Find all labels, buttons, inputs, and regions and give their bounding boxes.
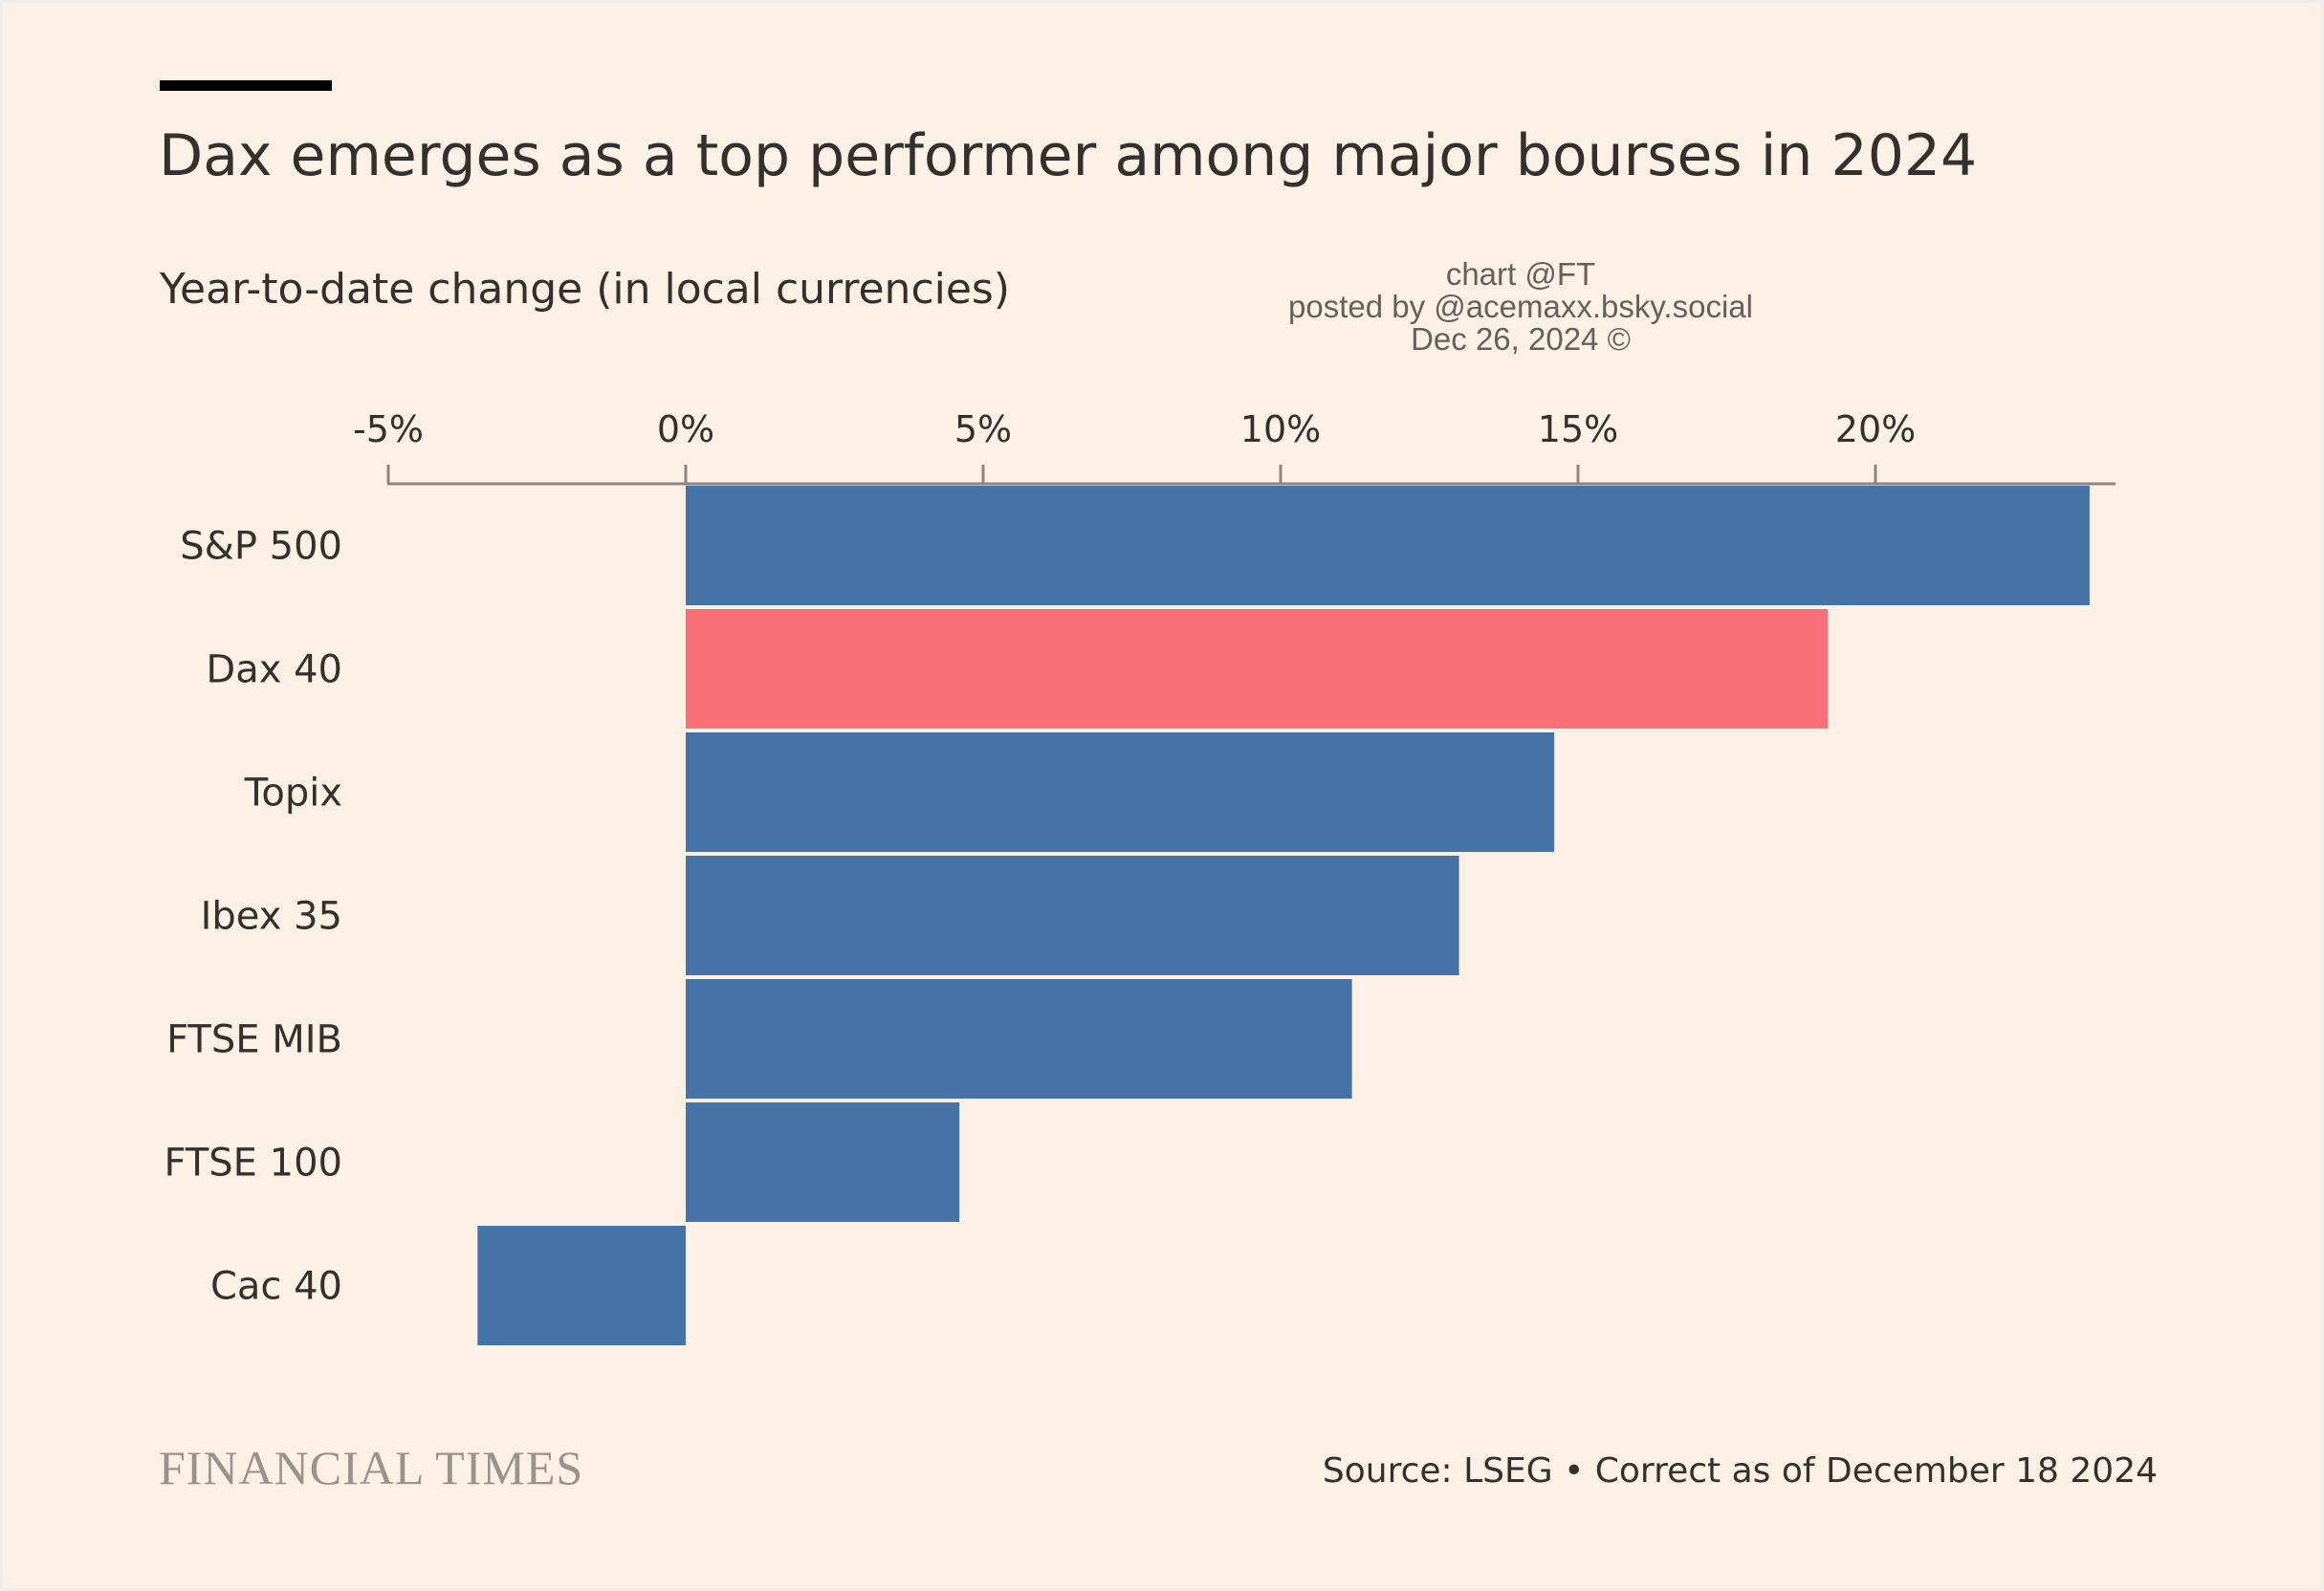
category-label: S&P 500 — [180, 525, 342, 569]
category-label: Dax 40 — [206, 648, 342, 692]
bar-dax-40 — [686, 609, 1829, 729]
credit-line-2: posted by @acemaxx.bsky.social — [1288, 289, 1753, 324]
chart-subtitle: Year-to-date change (in local currencies… — [160, 265, 1011, 314]
chart-title: Dax emerges as a top performer among maj… — [159, 122, 1978, 189]
category-label: Ibex 35 — [201, 895, 342, 939]
x-tick-label: 5% — [954, 408, 1012, 450]
credit-watermark: chart @FT posted by @acemaxx.bsky.social… — [1195, 258, 1846, 356]
category-labels: S&P 500 Dax 40 Topix Ibex 35 FTSE MIB FTSE 10… — [164, 525, 342, 1309]
bar-ftse-mib — [686, 979, 1352, 1099]
bar-s-p-500 — [686, 486, 2090, 605]
source-note: Source: LSEG • Correct as of December 18… — [1322, 1451, 2158, 1491]
x-tick-label: 0% — [657, 408, 714, 450]
x-axis: -5% 0% 5% 10% 15% 20% — [353, 408, 2116, 486]
bar-topix — [686, 732, 1555, 852]
credit-line-1: chart @FT — [1445, 256, 1596, 292]
x-tick-label: -5% — [353, 408, 424, 450]
category-label: Topix — [244, 772, 342, 816]
ft-logo: FINANCIAL TIMES — [159, 1441, 584, 1494]
top-rule — [160, 80, 332, 91]
x-tick-label: 20% — [1835, 408, 1916, 450]
x-tick-label: 10% — [1240, 408, 1321, 450]
credit-line-3: Dec 26, 2024 © — [1411, 321, 1631, 357]
bar-ftse-100 — [686, 1102, 960, 1222]
x-tick-label: 15% — [1538, 408, 1618, 450]
bar-ibex-35 — [686, 856, 1459, 975]
bar-cac-40 — [477, 1226, 686, 1345]
category-label: FTSE 100 — [164, 1142, 342, 1186]
category-label: FTSE MIB — [166, 1018, 342, 1062]
bars-group — [477, 486, 2090, 1345]
category-label: Cac 40 — [210, 1265, 342, 1309]
